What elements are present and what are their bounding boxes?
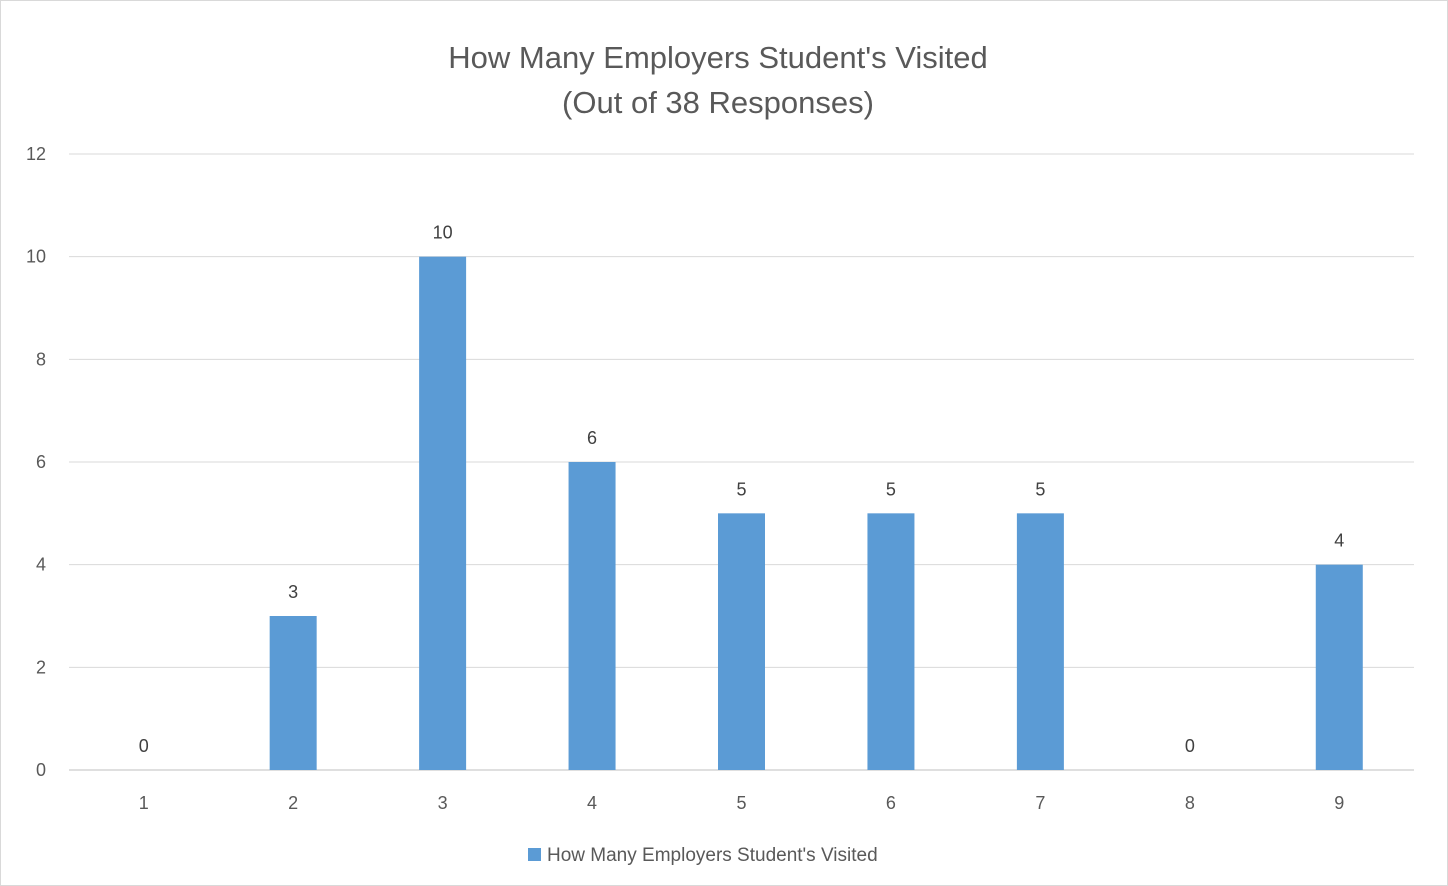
- bar-value-label: 5: [736, 479, 746, 499]
- y-tick-label: 8: [36, 349, 46, 369]
- chart-title: How Many Employers Student's Visited: [448, 40, 987, 75]
- x-tick-label: 1: [139, 793, 149, 813]
- legend-swatch: [528, 848, 541, 861]
- y-tick-label: 12: [26, 144, 46, 164]
- x-tick-label: 6: [886, 793, 896, 813]
- bar: [1016, 513, 1064, 770]
- bar-value-label: 5: [1035, 479, 1045, 499]
- y-axis-ticks: 0 2 4 6 8 10 12: [26, 144, 46, 780]
- x-tick-label: 3: [438, 793, 448, 813]
- x-tick-label: 5: [736, 793, 746, 813]
- bar-value-label: 0: [139, 736, 149, 756]
- bar: [867, 513, 915, 770]
- x-axis-ticks: 1 2 3 4 5 6 7 8 9: [139, 793, 1345, 813]
- data-labels: 0 3 10 6 5 5 5 0 4: [139, 223, 1345, 756]
- legend: How Many Employers Student's Visited: [528, 845, 878, 866]
- legend-label: How Many Employers Student's Visited: [547, 845, 878, 866]
- x-tick-label: 7: [1035, 793, 1045, 813]
- y-tick-label: 2: [36, 657, 46, 677]
- bar-value-label: 0: [1185, 736, 1195, 756]
- y-tick-label: 6: [36, 452, 46, 472]
- x-tick-label: 2: [288, 793, 298, 813]
- bar: [269, 616, 317, 770]
- bar: [1315, 564, 1363, 770]
- x-tick-label: 9: [1334, 793, 1344, 813]
- bar-value-label: 10: [433, 223, 453, 243]
- y-tick-label: 0: [36, 760, 46, 780]
- bar-value-label: 5: [886, 479, 896, 499]
- bar: [419, 256, 467, 771]
- bar-value-label: 4: [1334, 531, 1344, 551]
- x-tick-label: 8: [1185, 793, 1195, 813]
- chart-subtitle: (Out of 38 Responses): [562, 85, 874, 120]
- bar: [718, 513, 765, 770]
- x-tick-label: 4: [587, 793, 597, 813]
- y-tick-label: 10: [26, 247, 46, 267]
- bar-value-label: 6: [587, 428, 597, 448]
- bar: [568, 462, 616, 770]
- bar-value-label: 3: [288, 582, 298, 602]
- bars: [269, 256, 1363, 771]
- y-tick-label: 4: [36, 555, 46, 575]
